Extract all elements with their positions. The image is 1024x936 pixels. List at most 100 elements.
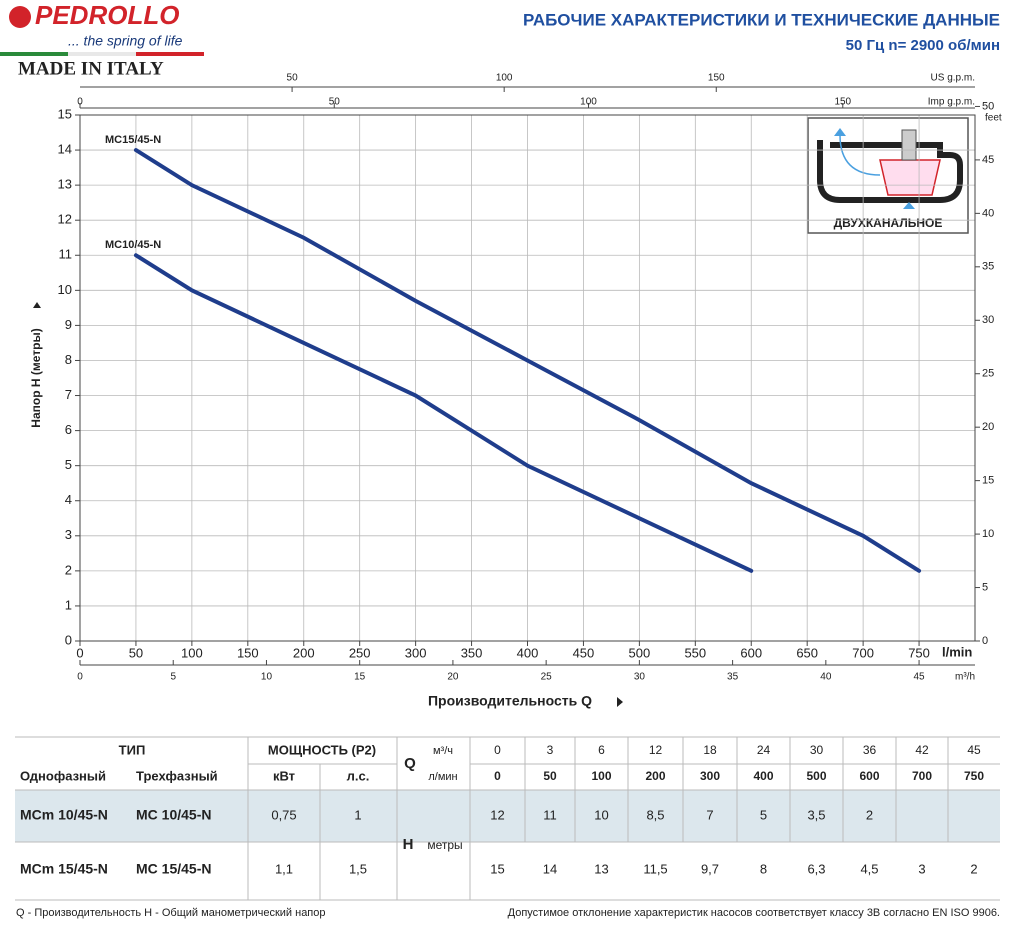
y2-tick-label: 10 bbox=[982, 528, 994, 540]
y2-tick-label: 0 bbox=[982, 635, 988, 647]
x-unit: l/min bbox=[942, 644, 972, 659]
table-text: 600 bbox=[859, 769, 879, 783]
table-text: 24 bbox=[757, 743, 771, 757]
table-text: 700 bbox=[912, 769, 932, 783]
flag-green bbox=[0, 52, 68, 56]
x2-tick-label: 20 bbox=[447, 672, 459, 683]
x3-tick-label: 150 bbox=[708, 73, 725, 84]
x-tick-label: 500 bbox=[629, 645, 651, 660]
table-text: 0,75 bbox=[271, 807, 296, 822]
flag-red bbox=[136, 52, 204, 56]
y-tick-label: 13 bbox=[58, 177, 72, 192]
x2-tick-label: 35 bbox=[727, 672, 739, 683]
y2-unit: feet bbox=[985, 113, 1002, 124]
table-text: 750 bbox=[964, 769, 984, 783]
table-text: ТИП bbox=[119, 742, 146, 757]
x-tick-label: 650 bbox=[796, 645, 818, 660]
table-text: MCm 15/45-N bbox=[20, 861, 108, 877]
y2-tick-label: 25 bbox=[982, 368, 994, 380]
table-text: МОЩНОСТЬ (P2) bbox=[268, 742, 376, 757]
x2-tick-label: 45 bbox=[914, 672, 926, 683]
y2-tick-label: 5 bbox=[982, 581, 988, 593]
x4-tick-label: 0 bbox=[77, 97, 83, 108]
table-text: 6,3 bbox=[807, 861, 825, 876]
x3-unit: US g.p.m. bbox=[931, 73, 975, 84]
table-text: м³/ч bbox=[433, 745, 453, 757]
table-text: 100 bbox=[591, 769, 611, 783]
y2-tick-label: 20 bbox=[982, 421, 994, 433]
row-shade bbox=[15, 790, 1000, 842]
y-tick-label: 12 bbox=[58, 212, 72, 227]
x2-tick-label: 10 bbox=[261, 672, 273, 683]
page-subtitle: 50 Гц n= 2900 об/мин bbox=[846, 37, 1000, 54]
series-line bbox=[133, 148, 922, 573]
table-text: 42 bbox=[915, 743, 929, 757]
y-arrow bbox=[33, 302, 41, 308]
y-tick-label: 1 bbox=[65, 597, 72, 612]
x-tick-label: 400 bbox=[517, 645, 539, 660]
table-text: 12 bbox=[490, 807, 504, 822]
table-text: 1,5 bbox=[349, 861, 367, 876]
table-text: 15 bbox=[490, 861, 504, 876]
table-text: H bbox=[403, 836, 414, 853]
x4-tick-label: 150 bbox=[834, 97, 851, 108]
table-text: 3 bbox=[547, 743, 554, 757]
table-text: 14 bbox=[543, 861, 557, 876]
logo-text: PEDROLLO bbox=[35, 0, 179, 30]
x2-tick-label: 5 bbox=[170, 672, 176, 683]
x-tick-label: 600 bbox=[740, 645, 762, 660]
table-text: MC 10/45-N bbox=[136, 807, 211, 823]
table-text: 400 bbox=[753, 769, 773, 783]
table-text: 2 bbox=[970, 861, 977, 876]
x-tick-label: 100 bbox=[181, 645, 203, 660]
logo: PEDROLLO ... the spring of life MADE IN … bbox=[0, 0, 204, 79]
table-text: Трехфазный bbox=[136, 768, 218, 783]
y-tick-label: 15 bbox=[58, 106, 72, 121]
x-tick-label: 700 bbox=[852, 645, 874, 660]
footer-right: Допустимое отклонение характеристик насо… bbox=[508, 907, 1000, 919]
series-line bbox=[133, 253, 754, 573]
x2-tick-label: 15 bbox=[354, 672, 366, 683]
y-tick-label: 4 bbox=[65, 492, 72, 507]
x-tick-label: 550 bbox=[684, 645, 706, 660]
x-tick-label: 450 bbox=[573, 645, 595, 660]
y-tick-label: 14 bbox=[58, 142, 72, 157]
pump-casing bbox=[817, 140, 963, 203]
table-text: MC 15/45-N bbox=[136, 861, 211, 877]
table-text: 9,7 bbox=[701, 861, 719, 876]
table-text: 18 bbox=[703, 743, 717, 757]
inset-label: ДВУХКАНАЛЬНОЕ bbox=[834, 216, 943, 230]
y-tick-label: 3 bbox=[65, 527, 72, 542]
y2-tick-label: 45 bbox=[982, 154, 994, 166]
y2-tick-label: 30 bbox=[982, 314, 994, 326]
table-text: 6 bbox=[598, 743, 605, 757]
table-text: 0 bbox=[494, 743, 501, 757]
table-text: MCm 10/45-N bbox=[20, 807, 108, 823]
table-text: 5 bbox=[760, 807, 767, 822]
x-tick-label: 0 bbox=[76, 645, 83, 660]
x2-tick-label: 30 bbox=[634, 672, 646, 683]
flow-head bbox=[834, 128, 846, 136]
x-tick-label: 200 bbox=[293, 645, 315, 660]
y-tick-label: 10 bbox=[58, 282, 72, 297]
table-text: 45 bbox=[967, 743, 981, 757]
impeller bbox=[879, 159, 941, 196]
x-tick-label: 150 bbox=[237, 645, 259, 660]
table-text: 1,1 bbox=[275, 861, 293, 876]
y-tick-label: 11 bbox=[59, 247, 73, 262]
table-text: 30 bbox=[810, 743, 824, 757]
x2-tick-label: 0 bbox=[77, 672, 83, 683]
table-text: 0 bbox=[494, 769, 501, 783]
x3-tick-label: 50 bbox=[287, 73, 299, 84]
x2-unit: m³/h bbox=[955, 672, 975, 683]
x4-tick-label: 50 bbox=[329, 97, 341, 108]
logo-slogan: ... the spring of life bbox=[68, 33, 183, 49]
impeller-inset: ДВУХКАНАЛЬНОЕ bbox=[807, 117, 969, 234]
table-text: 300 bbox=[700, 769, 720, 783]
y2-tick-label: 35 bbox=[982, 261, 994, 273]
table-text: Q bbox=[404, 755, 416, 772]
table-text: 8 bbox=[760, 861, 767, 876]
table-text: 3,5 bbox=[807, 807, 825, 822]
